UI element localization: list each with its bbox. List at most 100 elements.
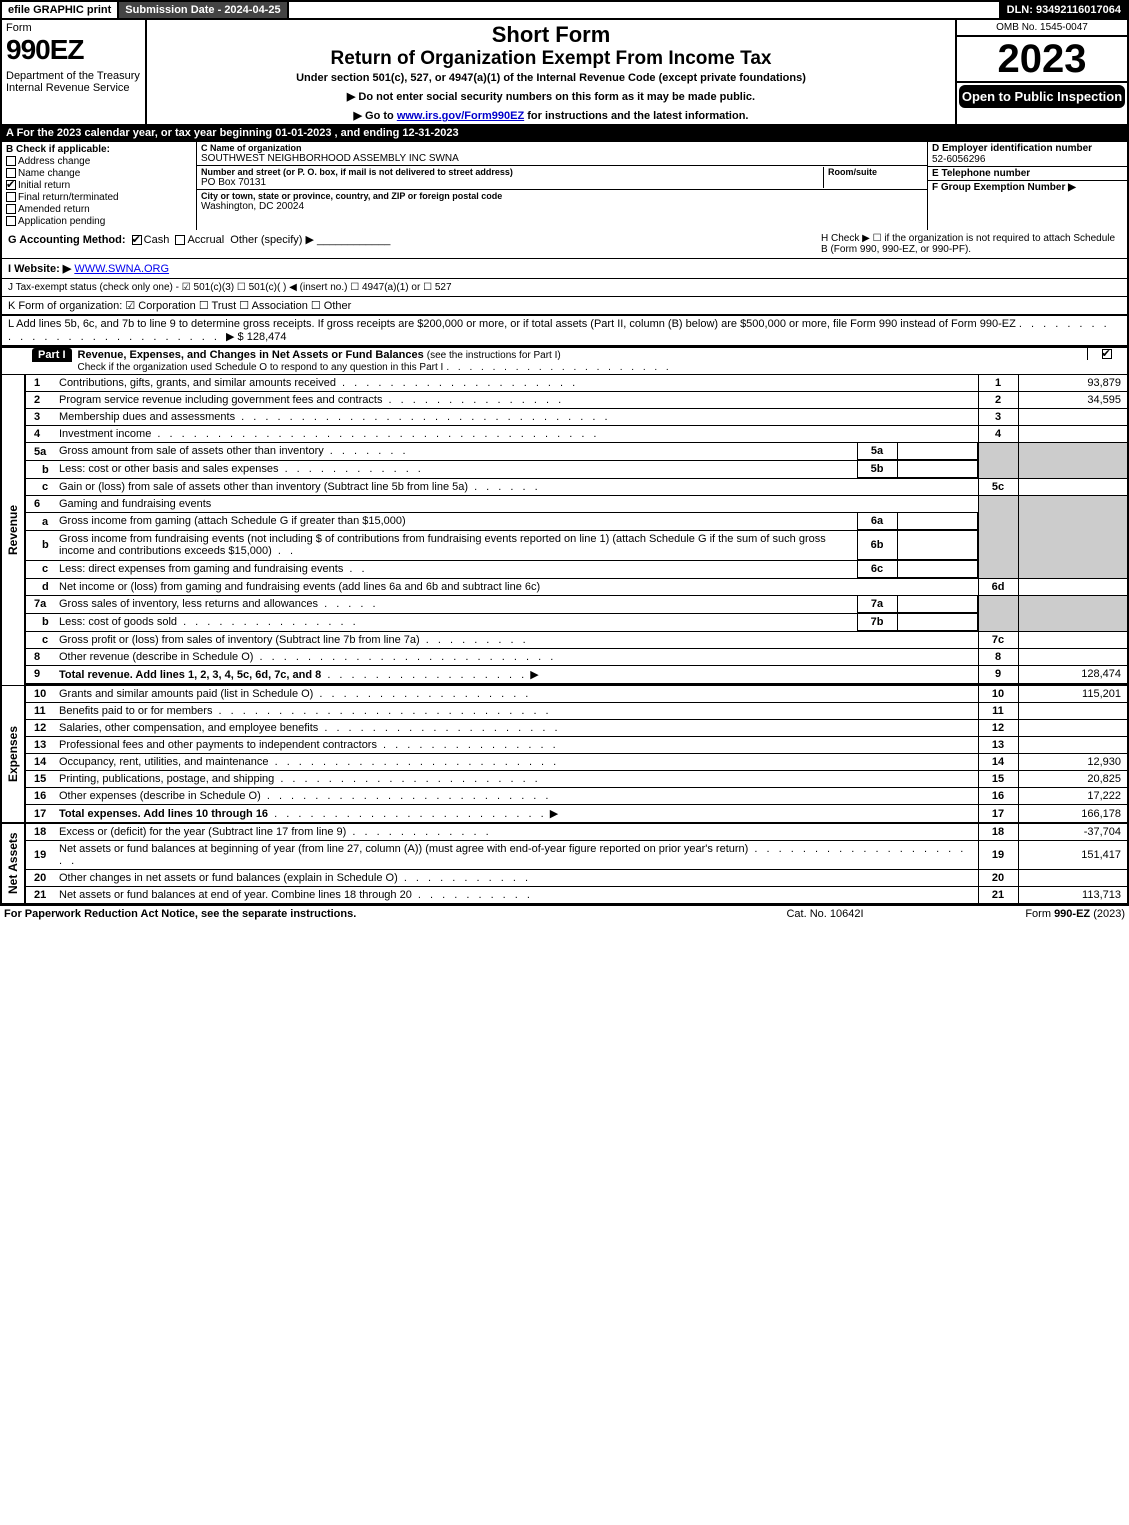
e-tel-label: E Telephone number [932, 168, 1123, 179]
line-17: 17 Total expenses. Add lines 10 through … [1, 805, 1128, 824]
cb-initial-return[interactable]: Initial return [6, 180, 192, 191]
g-accounting: G Accounting Method: Cash Accrual Other … [8, 233, 821, 255]
efile-label[interactable]: efile GRAPHIC print [2, 2, 117, 18]
cb-cash[interactable] [132, 235, 142, 245]
line-7c: c Gross profit or (loss) from sales of i… [1, 631, 1128, 648]
website-link[interactable]: WWW.SWNA.ORG [74, 263, 169, 275]
line-12: 12 Salaries, other compensation, and emp… [1, 720, 1128, 737]
val-5b [897, 461, 977, 478]
part-i-title: Revenue, Expenses, and Changes in Net As… [72, 348, 1087, 374]
l-amount: ▶ $ 128,474 [226, 331, 286, 343]
line-1: Revenue 1 Contributions, gifts, grants, … [1, 375, 1128, 392]
line-4: 4 Investment income . . . . . . . . . . … [1, 426, 1128, 443]
val-15: 20,825 [1018, 771, 1128, 788]
cb-final-return[interactable]: Final return/terminated [6, 192, 192, 203]
val-17: 166,178 [1018, 805, 1128, 824]
val-9: 128,474 [1018, 665, 1128, 683]
line-9: 9 Total revenue. Add lines 1, 2, 3, 4, 5… [1, 665, 1128, 683]
part-i-checkbox[interactable] [1087, 348, 1127, 360]
line-15: 15 Printing, publications, postage, and … [1, 771, 1128, 788]
line-5a: 5a Gross amount from sale of assets othe… [1, 443, 1128, 461]
val-19: 151,417 [1018, 841, 1128, 870]
val-3 [1018, 409, 1128, 426]
open-to-public: Open to Public Inspection [959, 85, 1125, 108]
tax-year: 2023 [957, 37, 1127, 83]
c-name-row: C Name of organization SOUTHWEST NEIGHBO… [197, 142, 927, 166]
row-l: L Add lines 5b, 6c, and 7b to line 9 to … [0, 316, 1129, 346]
org-city: Washington, DC 20024 [201, 201, 923, 212]
line-5b: b Less: cost or other basis and sales ex… [1, 461, 1128, 479]
f-group-label: F Group Exemption Number ▶ [932, 182, 1123, 193]
irs-link[interactable]: www.irs.gov/Form990EZ [397, 110, 524, 122]
val-13 [1018, 737, 1128, 754]
line-6: 6 Gaming and fundraising events [1, 496, 1128, 513]
line-5c: c Gain or (loss) from sale of assets oth… [1, 479, 1128, 496]
val-7a [897, 596, 977, 613]
val-6b [897, 531, 977, 559]
d-ein-label: D Employer identification number [932, 143, 1123, 154]
line-21: 21 Net assets or fund balances at end of… [1, 887, 1128, 905]
cb-amended-return[interactable]: Amended return [6, 204, 192, 215]
row-g-h: G Accounting Method: Cash Accrual Other … [0, 230, 1129, 259]
header-right: OMB No. 1545-0047 2023 Open to Public In… [957, 20, 1127, 124]
c-street-row: Number and street (or P. O. box, if mail… [197, 166, 927, 190]
val-6d [1018, 578, 1128, 595]
line-13: 13 Professional fees and other payments … [1, 737, 1128, 754]
line-11: 11 Benefits paid to or for members . . .… [1, 703, 1128, 720]
c-city-row: City or town, state or province, country… [197, 190, 927, 213]
footer-right: Form 990-EZ (2023) [925, 908, 1125, 920]
dln-label: DLN: 93492116017064 [1001, 2, 1127, 18]
val-16: 17,222 [1018, 788, 1128, 805]
j-tax-exempt: J Tax-exempt status (check only one) - ☑… [8, 282, 1121, 293]
omb-number: OMB No. 1545-0047 [957, 20, 1127, 37]
c-street-label: Number and street (or P. O. box, if mail… [201, 167, 823, 177]
row-k: K Form of organization: ☑ Corporation ☐ … [0, 297, 1129, 316]
revenue-label: Revenue [1, 375, 25, 685]
info-block: B Check if applicable: Address change Na… [0, 142, 1129, 230]
cb-name-change[interactable]: Name change [6, 168, 192, 179]
instr-2: ▶ Go to www.irs.gov/Form990EZ for instru… [153, 109, 949, 122]
val-12 [1018, 720, 1128, 737]
line-2: 2 Program service revenue including gove… [1, 392, 1128, 409]
val-11 [1018, 703, 1128, 720]
val-7b [897, 614, 977, 631]
g-label: G Accounting Method: [8, 234, 126, 246]
val-1: 93,879 [1018, 375, 1128, 392]
val-2: 34,595 [1018, 392, 1128, 409]
line-8: 8 Other revenue (describe in Schedule O)… [1, 648, 1128, 665]
header-center: Short Form Return of Organization Exempt… [147, 20, 957, 124]
cb-address-change[interactable]: Address change [6, 156, 192, 167]
footer: For Paperwork Reduction Act Notice, see … [0, 905, 1129, 922]
c-room-label: Room/suite [828, 167, 923, 177]
line-3: 3 Membership dues and assessments . . . … [1, 409, 1128, 426]
line-7b: b Less: cost of goods sold . . . . . . .… [1, 613, 1128, 631]
b-header: B Check if applicable: [6, 144, 192, 155]
line-6c: c Less: direct expenses from gaming and … [1, 560, 1128, 578]
part-i-header: Part I Revenue, Expenses, and Changes in… [0, 346, 1129, 375]
form-table: Revenue 1 Contributions, gifts, grants, … [0, 375, 1129, 905]
cb-accrual[interactable] [175, 235, 185, 245]
val-7c [1018, 631, 1128, 648]
footer-left: For Paperwork Reduction Act Notice, see … [4, 908, 725, 920]
netassets-label: Net Assets [1, 823, 25, 904]
val-10: 115,201 [1018, 685, 1128, 703]
instr-2-pre: ▶ Go to [354, 110, 397, 122]
row-j: J Tax-exempt status (check only one) - ☑… [0, 279, 1129, 297]
section-d: D Employer identification number 52-6056… [927, 142, 1127, 230]
row-i: I Website: ▶ WWW.SWNA.ORG [0, 259, 1129, 279]
i-label: I Website: ▶ [8, 263, 71, 275]
header-left: Form 990EZ Department of the Treasury In… [2, 20, 147, 124]
part-i-label: Part I [32, 348, 72, 362]
section-c: C Name of organization SOUTHWEST NEIGHBO… [197, 142, 927, 230]
part-i-check-text: Check if the organization used Schedule … [78, 362, 444, 373]
section-a: A For the 2023 calendar year, or tax yea… [0, 126, 1129, 142]
f-group-row: F Group Exemption Number ▶ [928, 181, 1127, 194]
line-18: Net Assets 18 Excess or (deficit) for th… [1, 823, 1128, 841]
h-check: H Check ▶ ☐ if the organization is not r… [821, 233, 1121, 255]
form-word: Form [6, 22, 141, 34]
line-19: 19 Net assets or fund balances at beginn… [1, 841, 1128, 870]
instr-2-post: for instructions and the latest informat… [524, 110, 748, 122]
expenses-label: Expenses [1, 685, 25, 823]
cb-application-pending[interactable]: Application pending [6, 216, 192, 227]
subtitle: Under section 501(c), 527, or 4947(a)(1)… [153, 72, 949, 84]
